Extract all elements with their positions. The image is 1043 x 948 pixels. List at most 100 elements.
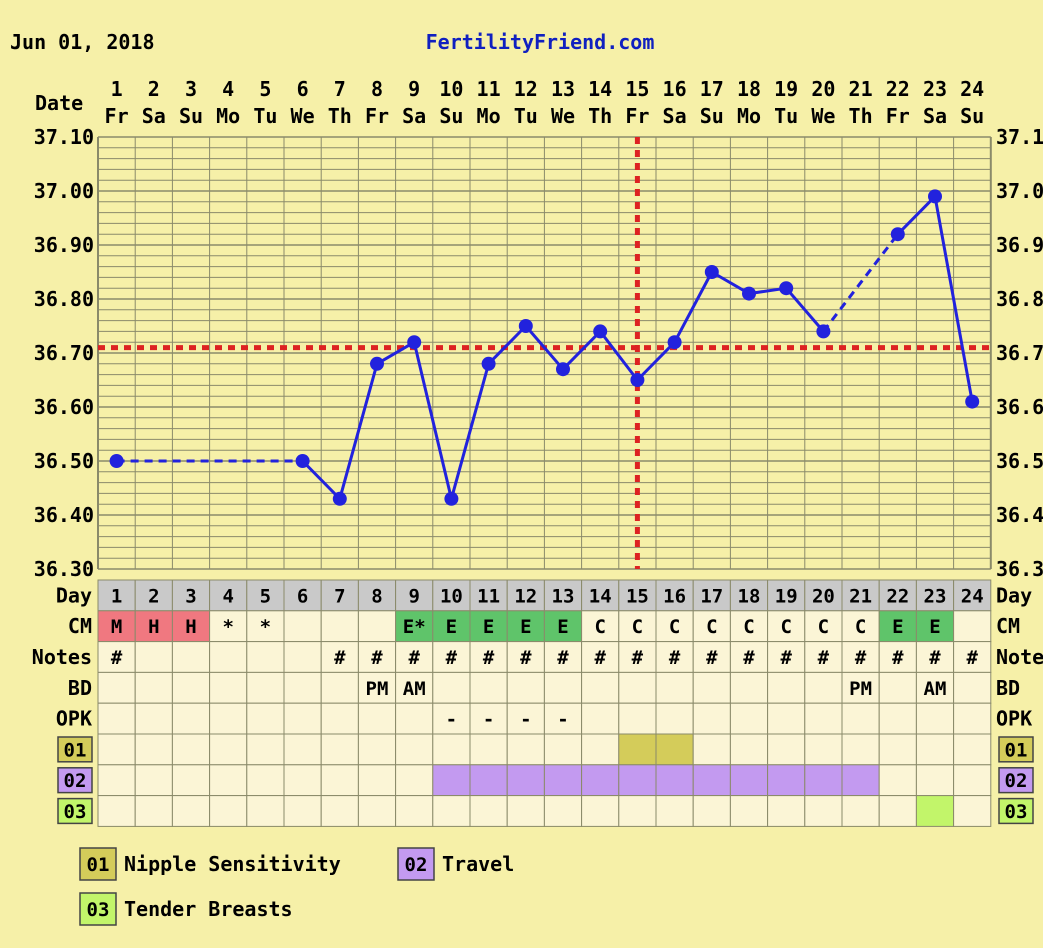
table-cell-cm	[878, 610, 917, 643]
table-cell-s03	[953, 795, 992, 827]
date-number-label: 22	[886, 77, 910, 101]
weekday-label: Tu	[514, 104, 538, 128]
legend-label: Travel	[442, 852, 514, 876]
table-cell-opk	[209, 702, 248, 735]
date-number-label: 12	[514, 77, 538, 101]
table-text-cm: E	[446, 616, 457, 638]
y-tick-label-right: 37.1	[996, 125, 1043, 149]
date-number-label: 14	[588, 77, 612, 101]
table-text-day: 12	[514, 585, 537, 607]
table-text-cm: E	[929, 616, 940, 638]
temperature-point	[667, 335, 682, 350]
date-number-label: 18	[737, 77, 761, 101]
temperature-point	[630, 373, 645, 387]
weekday-label: Fr	[105, 104, 129, 128]
table-cell-s02	[432, 764, 471, 797]
table-cell-s03	[767, 795, 806, 827]
table-cell-notes	[246, 641, 285, 673]
weekday-label: Sa	[402, 104, 426, 128]
table-text-cm: C	[669, 616, 680, 638]
table-text-notes: #	[818, 647, 830, 669]
table-cell-s01	[618, 733, 657, 766]
table-cell-s01	[506, 733, 545, 766]
temperature-line	[896, 195, 937, 236]
table-cell-opk	[692, 702, 731, 735]
y-tick-label-right: 36.8	[996, 287, 1043, 311]
legend-code: 01	[87, 854, 110, 876]
temperature-point	[295, 454, 310, 468]
date-number-label: 4	[222, 77, 234, 101]
table-cell-opk	[804, 702, 843, 735]
weekday-label: Fr	[625, 104, 649, 128]
table-cell-s01	[134, 733, 173, 766]
y-tick-label-right: 36.5	[996, 449, 1043, 473]
table-cell-s02	[543, 764, 583, 797]
table-cell-opk	[246, 702, 285, 735]
date-number-label: 20	[811, 77, 835, 101]
table-cell-s01	[655, 733, 694, 766]
table-text-cm: E	[483, 616, 494, 638]
table-cell-s02	[97, 764, 136, 797]
weekday-label: Mo	[737, 104, 761, 128]
table-cell-s02	[283, 764, 322, 797]
temperature-line	[785, 287, 825, 333]
table-text-day: 2	[148, 585, 159, 607]
table-cell-bd	[134, 671, 173, 704]
weekday-label: Th	[328, 104, 352, 128]
table-cell-cm	[432, 610, 471, 643]
table-text-opk: -	[446, 709, 457, 731]
table-text-day: 18	[738, 585, 761, 607]
symptom-code-label: 03	[64, 801, 87, 823]
table-cell-opk	[395, 702, 434, 735]
symptom-code-box-right	[998, 797, 1034, 825]
table-cell-s01	[320, 733, 359, 766]
date-number-label: 16	[663, 77, 687, 101]
table-text-notes: #	[483, 647, 495, 669]
table-cell-s03	[134, 795, 173, 827]
table-text-notes: #	[966, 647, 978, 669]
notes-row-label-right: Note	[996, 645, 1043, 669]
table-text-notes: #	[520, 647, 532, 669]
table-cell-s02	[357, 764, 397, 797]
y-tick-label: 36.50	[34, 449, 94, 473]
table-cell-day	[432, 579, 471, 612]
weekday-label: Fr	[365, 104, 389, 128]
weekday-label: Su	[439, 104, 463, 128]
table-cell-cm	[767, 610, 806, 643]
temperature-point	[109, 454, 124, 468]
table-cell-s03	[543, 795, 583, 827]
symptom-code-label-right: 02	[1005, 770, 1028, 792]
table-cell-opk	[134, 702, 173, 735]
table-text-cm: *	[260, 616, 271, 638]
table-cell-s02	[804, 764, 843, 797]
y-tick-label: 36.30	[34, 557, 94, 581]
table-cell-notes	[767, 641, 806, 673]
table-cell-s02	[878, 764, 917, 797]
table-cell-opk	[729, 702, 769, 735]
table-text-opk: -	[483, 709, 494, 731]
table-cell-day	[729, 579, 769, 612]
table-cell-opk	[283, 702, 322, 735]
table-cell-s02	[655, 764, 694, 797]
table-cell-day	[804, 579, 843, 612]
table-text-notes: #	[780, 647, 792, 669]
temperature-line	[933, 196, 974, 402]
date-number-label: 15	[625, 77, 649, 101]
table-cell-bd	[283, 671, 322, 704]
y-tick-label: 37.10	[34, 125, 94, 149]
y-tick-label: 36.90	[34, 233, 94, 257]
table-cell-notes	[134, 641, 173, 673]
date-number-label: 9	[408, 77, 420, 101]
table-cell-bd	[171, 671, 211, 704]
date-number-label: 7	[334, 77, 346, 101]
table-cell-s03	[395, 795, 434, 827]
table-cell-day	[915, 579, 955, 612]
table-cell-cm	[283, 610, 322, 643]
symptom-code-box	[57, 767, 93, 794]
site-link[interactable]: FertilityFriend.com	[426, 30, 655, 54]
table-cell-s03	[878, 795, 917, 827]
table-cell-day	[878, 579, 917, 612]
table-text-cm: C	[594, 616, 605, 638]
table-cell-s01	[432, 733, 471, 766]
